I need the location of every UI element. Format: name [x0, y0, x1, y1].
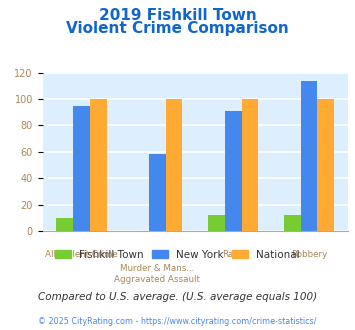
Text: Violent Crime Comparison: Violent Crime Comparison	[66, 21, 289, 36]
Bar	[208, 215, 225, 231]
Text: Rape: Rape	[222, 250, 244, 259]
Text: © 2025 CityRating.com - https://www.cityrating.com/crime-statistics/: © 2025 CityRating.com - https://www.city…	[38, 317, 317, 326]
Text: Robbery: Robbery	[291, 250, 327, 259]
Bar	[225, 111, 241, 231]
Bar	[241, 99, 258, 231]
Bar	[149, 154, 166, 231]
Text: Murder & Mans...
Aggravated Assault: Murder & Mans... Aggravated Assault	[114, 264, 200, 284]
Text: Compared to U.S. average. (U.S. average equals 100): Compared to U.S. average. (U.S. average …	[38, 292, 317, 302]
Bar	[317, 99, 334, 231]
Bar	[301, 81, 317, 231]
Text: All Violent Crime: All Violent Crime	[45, 250, 118, 259]
Bar	[56, 218, 73, 231]
Bar	[284, 215, 301, 231]
Bar	[73, 106, 90, 231]
Bar	[90, 99, 106, 231]
Bar	[166, 99, 182, 231]
Legend: Fishkill Town, New York, National: Fishkill Town, New York, National	[51, 246, 304, 264]
Text: 2019 Fishkill Town: 2019 Fishkill Town	[99, 8, 256, 23]
